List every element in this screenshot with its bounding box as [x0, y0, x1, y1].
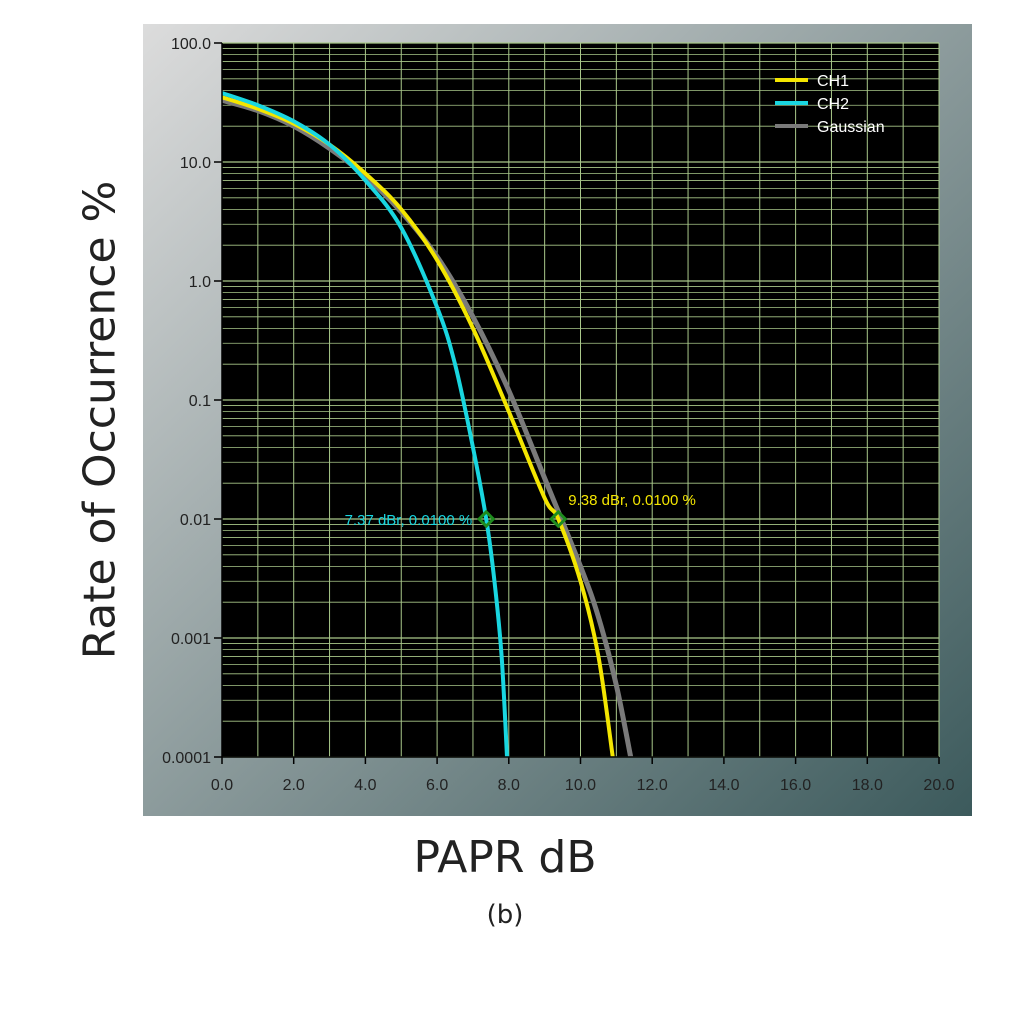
- y-axis-title: Rate of Occurrence %: [74, 180, 126, 660]
- figure-caption: (b): [486, 900, 524, 930]
- x-tick-label: 4.0: [354, 777, 376, 794]
- x-axis-title: PAPR dB: [413, 832, 597, 883]
- legend: CH1 CH2 Gaussian: [775, 73, 885, 136]
- x-tick-label: 20.0: [923, 777, 954, 794]
- y-tick-label: 0.1: [189, 393, 211, 410]
- x-tick-label: 12.0: [637, 777, 668, 794]
- x-tick-label: 10.0: [565, 777, 596, 794]
- data-label: 7.37 dBr, 0.0100 %: [345, 512, 473, 529]
- legend-label: CH2: [817, 96, 849, 113]
- data-label: 9.38 dBr, 0.0100 %: [568, 492, 696, 509]
- series-lines: [222, 91, 634, 757]
- x-tick-label: 2.0: [283, 777, 305, 794]
- marker-points: 7.37 dBr, 0.0100 % 9.38 dBr, 0.0100 %: [345, 492, 696, 529]
- marker-point: [549, 509, 568, 529]
- y-tick-label: 10.0: [180, 155, 211, 172]
- series-line-ch2: [222, 91, 510, 757]
- y-tick-label: 1.0: [189, 274, 211, 291]
- legend-label: Gaussian: [817, 119, 885, 136]
- y-tick-label: 0.01: [180, 512, 211, 529]
- grid-lines: [221, 42, 940, 758]
- y-tick-label: 0.0001: [162, 750, 211, 767]
- x-tick-label: 14.0: [708, 777, 739, 794]
- x-tick-label: 6.0: [426, 777, 448, 794]
- x-tick-label: 18.0: [852, 777, 883, 794]
- series-line-gaussian: [222, 97, 634, 757]
- x-tick-label: 16.0: [780, 777, 811, 794]
- y-tick-label: 100.0: [171, 36, 211, 53]
- marker-point: [477, 509, 496, 529]
- x-tick-label: 0.0: [211, 777, 233, 794]
- y-tick-label: 0.001: [171, 631, 211, 648]
- x-tick-label: 8.0: [498, 777, 520, 794]
- axes: 0.0 2.0 4.0 6.0 8.0 10.0 12.0 14.0 16.0 18.0 20.0 1…: [162, 36, 955, 794]
- legend-label: CH1: [817, 73, 849, 90]
